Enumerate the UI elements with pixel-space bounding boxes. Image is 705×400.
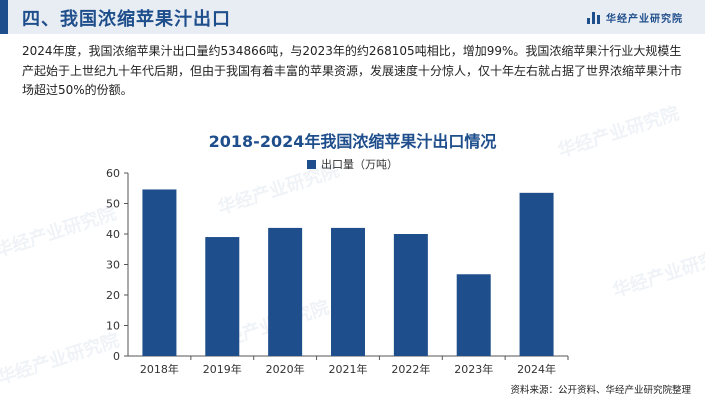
y-tick-label: 50 — [106, 198, 120, 211]
bar — [268, 227, 303, 356]
x-tick-label: 2021年 — [329, 362, 368, 376]
x-tick-label: 2024年 — [517, 362, 556, 376]
y-tick-label: 30 — [106, 259, 120, 272]
chart-legend: 出口量（万吨） — [0, 156, 705, 172]
bar — [456, 274, 491, 356]
y-tick-label: 60 — [106, 167, 120, 180]
x-tick-label: 2019年 — [203, 362, 242, 376]
bar — [519, 192, 554, 356]
bar — [393, 234, 428, 356]
header-accent-bar — [0, 0, 8, 34]
brand-logo: 华经产业研究院 — [587, 10, 683, 25]
bar — [142, 189, 177, 356]
x-tick-label: 2018年 — [140, 362, 179, 376]
x-tick-label: 2023年 — [454, 362, 493, 376]
x-tick-label: 2022年 — [391, 362, 430, 376]
y-tick-label: 40 — [106, 228, 120, 241]
bar — [205, 237, 240, 356]
brand-logo-icon — [587, 11, 601, 24]
bar — [331, 227, 365, 356]
brand-name: 华经产业研究院 — [606, 14, 683, 25]
y-tick-label: 10 — [106, 320, 120, 333]
intro-paragraph: 2024年度，我国浓缩苹果汁出口量约534866吨，与2023年的约268105… — [22, 44, 683, 97]
legend-swatch — [307, 159, 316, 169]
section-title: 四、我国浓缩苹果汁出口 — [22, 9, 231, 30]
legend-label: 出口量（万吨） — [321, 158, 398, 171]
section-header: 四、我国浓缩苹果汁出口 华经产业研究院 — [0, 0, 705, 34]
chart-title: 2018-2024年我国浓缩苹果汁出口情况 — [208, 132, 497, 151]
y-tick-label: 0 — [113, 350, 120, 363]
y-tick-label: 20 — [106, 289, 120, 302]
x-tick-label: 2020年 — [266, 362, 305, 376]
source-note: 资料来源：公开资料、华经产业研究院整理 — [510, 385, 691, 396]
